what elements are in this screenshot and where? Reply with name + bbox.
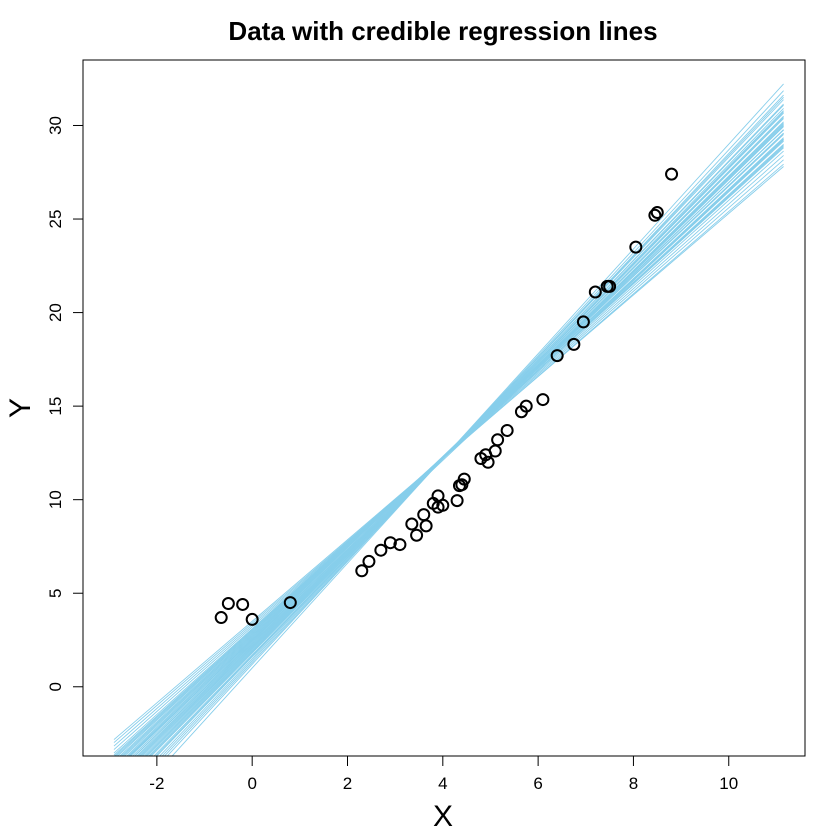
y-tick-label-1: 5 [46, 588, 65, 597]
data-point-33 [576, 315, 590, 329]
x-tick-label-3: 4 [438, 774, 447, 793]
data-point-26 [491, 433, 505, 447]
data-point-40 [665, 167, 679, 181]
y-axis-title: Y [4, 398, 37, 418]
x-tick-label-2: 2 [343, 774, 352, 793]
data-point-8 [383, 536, 397, 550]
data-point-3 [245, 612, 259, 626]
data-point-32 [567, 337, 581, 351]
data-points [214, 167, 679, 626]
regression-line-39 [113, 147, 784, 756]
y-tick-label-2: 10 [46, 490, 65, 509]
data-point-1 [221, 597, 235, 611]
data-point-9 [393, 538, 407, 552]
data-point-38 [648, 208, 662, 222]
data-point-25 [488, 444, 502, 458]
data-point-34 [588, 285, 602, 299]
data-point-4 [283, 596, 297, 610]
y-tick-label-6: 30 [46, 116, 65, 135]
data-point-31 [550, 349, 564, 363]
data-point-2 [236, 597, 250, 611]
regression-line-38 [129, 132, 784, 756]
data-point-7 [374, 543, 388, 557]
x-tick-label-1: 0 [247, 774, 256, 793]
data-point-12 [417, 508, 431, 522]
data-point-10 [405, 517, 419, 531]
data-point-24 [481, 455, 495, 469]
y-tick-label-5: 25 [46, 210, 65, 229]
x-tick-label-6: 10 [719, 774, 738, 793]
data-point-27 [500, 423, 514, 437]
data-point-6 [362, 554, 376, 568]
data-point-36 [603, 279, 617, 293]
data-point-37 [629, 240, 643, 254]
data-point-21 [457, 472, 471, 486]
data-point-17 [436, 498, 450, 512]
regression-lines [113, 83, 784, 756]
data-point-29 [519, 399, 533, 413]
y-tick-label-4: 20 [46, 303, 65, 322]
chart-title: Data with credible regression lines [228, 16, 657, 46]
x-tick-label-4: 6 [533, 774, 542, 793]
y-tick-label-0: 0 [46, 682, 65, 691]
y-tick-label-3: 15 [46, 397, 65, 416]
data-point-39 [650, 205, 664, 219]
data-point-5 [355, 564, 369, 578]
x-tick-label-5: 8 [629, 774, 638, 793]
data-point-13 [419, 519, 433, 533]
x-axis: -2 0 2 4 6 8 10 [149, 755, 738, 793]
data-point-18 [450, 494, 464, 508]
x-tick-label-0: -2 [149, 774, 164, 793]
plot-frame [82, 59, 806, 757]
x-axis-title: X [433, 800, 453, 833]
data-point-0 [214, 611, 228, 625]
data-point-30 [536, 393, 550, 407]
y-axis: 0 5 10 15 20 25 30 [46, 116, 84, 692]
data-point-11 [410, 528, 424, 542]
